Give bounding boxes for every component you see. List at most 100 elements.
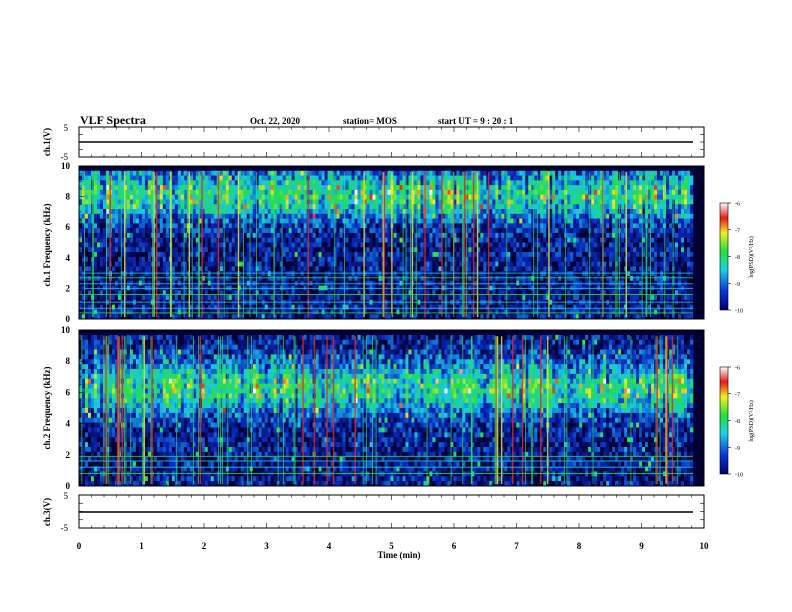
spectrogram-cell	[258, 185, 263, 191]
spectrogram-cell	[267, 218, 271, 224]
spectrogram-cell	[210, 185, 215, 191]
spectrogram-cell	[219, 280, 224, 286]
spectrogram-cell	[294, 304, 298, 310]
spectrogram-cell	[531, 185, 535, 191]
spectrogram-cell	[174, 261, 179, 267]
spectrogram-cell	[192, 237, 197, 243]
spectrogram-cell	[249, 189, 254, 195]
spectrogram-cell	[303, 304, 307, 310]
spectrogram-cell	[477, 204, 481, 210]
spectrogram-cell	[450, 304, 454, 310]
spectrogram-cell	[510, 232, 514, 239]
spectrogram-cell	[114, 232, 119, 239]
spectrogram-cell	[384, 175, 388, 181]
spectrogram-cell	[324, 247, 328, 253]
spectrogram-cell	[321, 185, 325, 191]
spectrogram-cell	[84, 189, 89, 195]
spectrogram-cell	[270, 189, 274, 195]
spectrogram-cell	[102, 218, 107, 224]
spectrogram-cell	[225, 237, 230, 243]
spectrogram-cell	[483, 237, 487, 243]
spectrogram-cell	[309, 170, 313, 176]
spectrogram-cell	[147, 275, 152, 282]
spectrogram-cell	[537, 314, 541, 320]
spectrogram-cell	[429, 280, 433, 286]
spectrogram-cell	[303, 280, 307, 286]
spectrogram-cell	[375, 170, 379, 176]
spectrogram-cell	[432, 256, 436, 262]
spectrogram-cell	[441, 280, 445, 286]
spectrogram-cell	[246, 232, 251, 239]
spectrogram-cell	[162, 170, 167, 176]
spectrogram-cell	[156, 232, 161, 239]
spectrogram-cell	[450, 170, 454, 176]
spectrogram-cell	[189, 209, 194, 215]
spectrogram-cell	[513, 213, 517, 219]
spectrogram-cell	[543, 189, 547, 195]
spectrogram-cell	[177, 199, 182, 205]
spectrogram-cell	[219, 170, 224, 176]
spectrogram-cell	[357, 223, 361, 229]
spectrogram-cell	[156, 175, 161, 181]
spectrogram-cell	[291, 256, 295, 262]
spectrogram-cell	[411, 204, 415, 210]
spectrogram-cell	[543, 204, 547, 210]
spectrogram-cell	[147, 209, 152, 215]
spectrogram-cell	[333, 261, 337, 267]
spectrogram-cell	[438, 213, 442, 219]
spectrogram-cell	[318, 309, 322, 315]
spectrogram-cell	[366, 309, 370, 315]
spectrogram-cell	[309, 180, 313, 186]
spectrogram-cell	[528, 237, 532, 243]
spectrogram-cell	[252, 271, 257, 277]
spectrogram-cell	[396, 209, 400, 215]
spectrogram-cell	[84, 213, 89, 219]
spectrogram-cell	[219, 290, 224, 296]
spectrogram-cell	[79, 256, 83, 262]
spectrogram-cell	[87, 170, 92, 176]
spectrogram-cell	[198, 280, 203, 286]
spectrogram-cell	[387, 295, 391, 301]
spectrogram-cell	[273, 180, 277, 186]
spectrogram-cell	[495, 314, 499, 320]
spectrogram-cell	[213, 261, 218, 267]
spectrogram-cell	[477, 295, 481, 301]
spectrogram-cell	[147, 204, 152, 210]
spectrogram-cell	[525, 180, 529, 186]
spectrogram-cell	[177, 280, 182, 286]
spectrogram-cell	[396, 237, 400, 243]
spectrogram-cell	[141, 242, 146, 248]
spectrogram-cell	[291, 252, 295, 258]
spectrogram-cell	[327, 242, 331, 248]
spectrogram-cell	[207, 314, 212, 320]
spectrogram-cell	[321, 180, 325, 186]
spectrogram-cell	[123, 247, 128, 253]
spectrogram-cell	[330, 304, 334, 310]
spectrogram-cell	[195, 252, 200, 258]
spectrogram-cell	[411, 194, 415, 200]
spectrogram-cell	[270, 170, 274, 176]
spectrogram-cell	[138, 275, 143, 282]
spectrogram-cell	[162, 266, 167, 272]
spectrogram-cell	[354, 218, 358, 224]
spectrogram-cell	[366, 290, 370, 296]
spectrogram-cell	[477, 252, 481, 258]
spectrogram-cell	[354, 185, 358, 191]
spectrogram-cell	[240, 314, 245, 320]
spectrogram-cell	[468, 290, 472, 296]
spectrogram-cell	[315, 314, 319, 320]
spectrogram-cell	[117, 252, 122, 258]
spectrogram-cell	[192, 266, 197, 272]
spectrogram-cell	[354, 228, 358, 234]
spectrogram-cell	[342, 199, 346, 205]
spectrogram-cell	[285, 242, 289, 248]
spectrogram-cell	[297, 247, 301, 253]
spectrogram-cell	[375, 237, 379, 243]
spectrogram-cell	[123, 185, 128, 191]
spectrogram-cell	[282, 275, 286, 282]
spectrogram-cell	[273, 247, 277, 253]
spectrogram-cell	[402, 199, 406, 205]
spectrogram-cell	[339, 275, 343, 282]
spectrogram-cell	[270, 204, 274, 210]
spectrogram-cell	[360, 309, 364, 315]
